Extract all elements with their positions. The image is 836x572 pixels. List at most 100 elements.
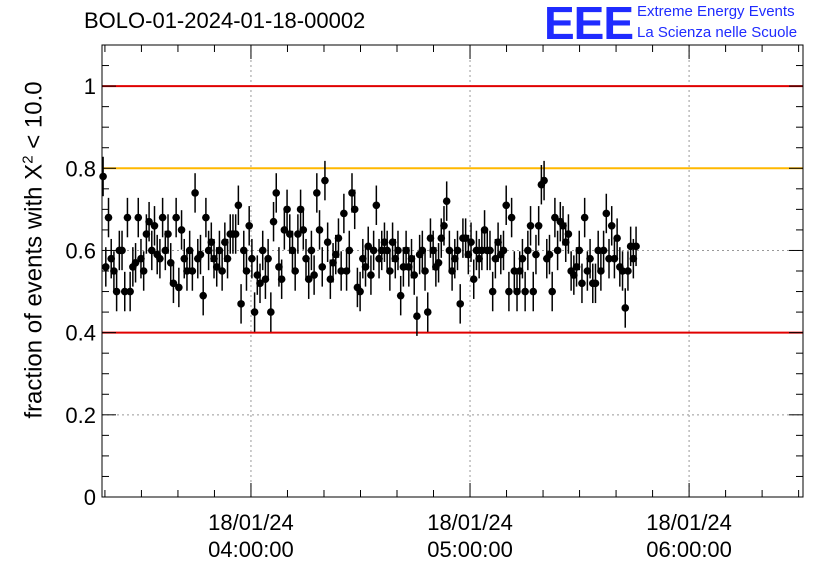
point-marker xyxy=(475,254,483,263)
data-point xyxy=(342,251,351,291)
data-point xyxy=(269,201,278,242)
y-axis-label-exponent: 2 xyxy=(19,155,37,164)
data-point xyxy=(291,251,299,291)
point-marker xyxy=(269,217,278,226)
point-marker xyxy=(99,172,107,181)
point-marker xyxy=(313,189,321,197)
axis-ticks xyxy=(102,44,803,498)
point-marker xyxy=(591,279,600,288)
data-point xyxy=(467,222,475,262)
point-marker xyxy=(605,254,613,263)
data-point xyxy=(394,230,402,271)
point-marker xyxy=(469,275,478,284)
data-point xyxy=(277,259,286,299)
point-marker xyxy=(150,222,159,230)
data-point xyxy=(256,263,264,304)
point-marker xyxy=(145,217,153,226)
x-tick-label-date: 18/01/24 xyxy=(427,510,513,535)
point-marker xyxy=(280,226,289,234)
data-point xyxy=(210,238,218,279)
point-marker xyxy=(326,275,335,284)
data-point xyxy=(202,197,210,238)
point-marker xyxy=(302,254,310,263)
data-point xyxy=(131,243,140,283)
point-marker xyxy=(367,271,375,279)
point-marker xyxy=(158,213,167,222)
data-point xyxy=(340,193,348,234)
data-point xyxy=(145,201,153,242)
point-marker xyxy=(456,300,465,308)
data-point xyxy=(570,255,578,295)
point-marker xyxy=(607,222,616,230)
data-point xyxy=(280,210,289,250)
data-point xyxy=(521,271,529,312)
data-point xyxy=(204,230,213,271)
point-marker xyxy=(104,213,113,222)
data-point xyxy=(505,271,513,312)
data-point xyxy=(369,230,378,271)
point-marker xyxy=(372,201,381,210)
data-point xyxy=(572,247,581,287)
data-point xyxy=(507,197,516,238)
reference-lines xyxy=(102,85,803,334)
point-marker xyxy=(442,197,451,205)
point-marker xyxy=(285,230,294,238)
point-marker xyxy=(486,246,494,255)
data-point xyxy=(553,230,562,271)
point-marker xyxy=(242,267,251,275)
data-point xyxy=(434,243,443,283)
point-marker xyxy=(315,226,324,234)
point-marker xyxy=(488,287,497,296)
y-tick-label: 0.4 xyxy=(65,321,96,346)
data-point xyxy=(207,222,216,262)
data-point xyxy=(599,230,608,271)
data-point xyxy=(272,173,281,213)
y-axis-label-symbol: X xyxy=(20,163,48,180)
y-tick-label: 0 xyxy=(84,485,96,510)
point-marker xyxy=(426,234,435,242)
point-marker xyxy=(575,246,584,255)
data-point xyxy=(321,160,329,201)
point-marker xyxy=(624,267,632,275)
data-point xyxy=(469,259,478,299)
data-point xyxy=(388,222,397,262)
data-point xyxy=(445,230,454,271)
point-marker xyxy=(212,263,221,271)
point-marker xyxy=(597,267,605,275)
data-point xyxy=(239,230,248,271)
data-point xyxy=(283,189,291,230)
point-marker xyxy=(102,263,110,271)
data-point xyxy=(597,251,605,291)
point-marker xyxy=(621,304,630,312)
point-marker xyxy=(142,230,151,238)
point-marker xyxy=(461,234,470,242)
point-marker xyxy=(529,287,538,296)
data-point xyxy=(310,255,318,295)
data-point xyxy=(594,230,602,271)
data-point xyxy=(632,226,640,267)
point-marker xyxy=(561,238,570,247)
data-point xyxy=(526,206,535,246)
point-marker xyxy=(570,271,578,279)
point-marker xyxy=(396,291,405,300)
data-point xyxy=(451,238,459,279)
point-marker xyxy=(394,246,402,255)
point-marker xyxy=(283,205,291,214)
data-point xyxy=(245,206,253,246)
y-tick-label: 0.8 xyxy=(65,156,96,181)
data-point xyxy=(118,230,126,271)
point-marker xyxy=(391,254,400,263)
point-marker xyxy=(421,267,429,275)
data-point xyxy=(475,238,483,279)
data-point xyxy=(348,173,356,213)
data-point xyxy=(150,206,159,246)
point-marker xyxy=(610,254,619,263)
point-marker xyxy=(510,267,519,275)
x-tick-label-date: 18/01/24 xyxy=(646,510,732,535)
y-tick-label: 1 xyxy=(84,74,96,99)
data-point xyxy=(139,251,148,291)
point-marker xyxy=(307,246,316,255)
point-marker xyxy=(177,226,186,234)
data-point xyxy=(264,238,272,279)
point-marker xyxy=(491,254,500,263)
